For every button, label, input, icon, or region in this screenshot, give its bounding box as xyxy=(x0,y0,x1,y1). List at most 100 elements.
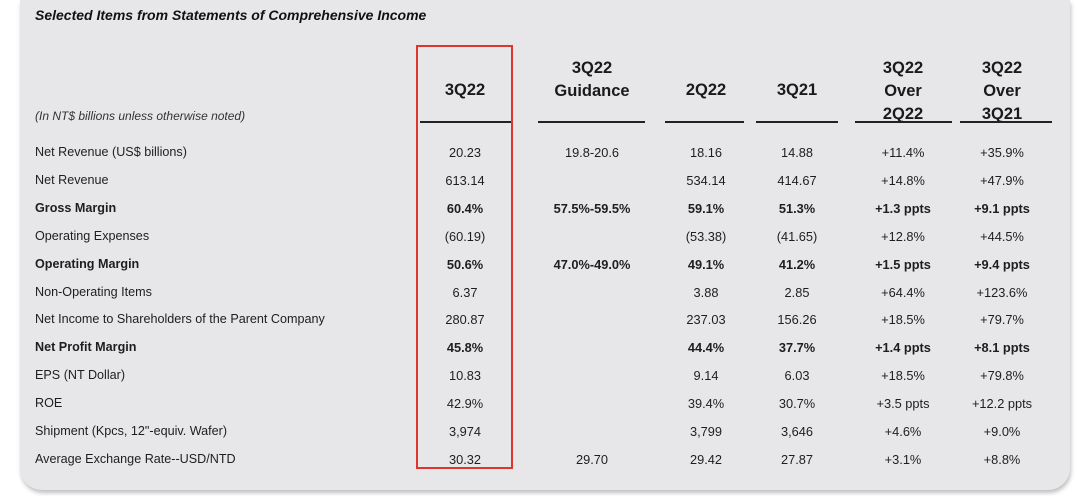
table-cell: 414.67 xyxy=(777,172,817,188)
table-cell: +1.5 ppts xyxy=(875,256,931,272)
table-cell: +3.1% xyxy=(884,451,922,467)
column-header-underline xyxy=(960,121,1052,123)
table-row: Shipment (Kpcs, 12"-equiv. Wafer) 3,974 3,… xyxy=(0,420,1080,446)
table-cell: 280.87 xyxy=(445,312,485,328)
table-cell: +18.5% xyxy=(881,368,925,384)
table-row: Net Income to Shareholders of the Parent… xyxy=(0,308,1080,334)
table-cell: 27.87 xyxy=(780,451,814,467)
table-cell: +47.9% xyxy=(980,172,1024,188)
table-cell: +4.6% xyxy=(884,424,922,439)
highlight-box-3q22 xyxy=(416,45,513,469)
column-header-underline xyxy=(538,121,645,123)
table-title: Selected Items from Statements of Compre… xyxy=(35,7,427,23)
table-cell: +12.8% xyxy=(881,228,925,244)
row-label: Operating Margin xyxy=(35,256,140,271)
table-cell: 51.3% xyxy=(778,200,816,216)
table-row: Operating Margin 50.6% 47.0%-49.0% 49.1% 41.… xyxy=(0,253,1080,279)
table-cell: 29.70 xyxy=(575,451,609,467)
table-cell: 30.32 xyxy=(448,451,482,467)
table-cell: 44.4% xyxy=(687,340,725,356)
row-label: Net Income to Shareholders of the Parent… xyxy=(35,312,325,327)
table-cell: 613.14 xyxy=(445,172,485,188)
table-row: Operating Expenses (60.19) (53.38) (41.65) +… xyxy=(0,225,1080,251)
table-cell: 6.37 xyxy=(452,284,478,300)
table-cell: 60.4% xyxy=(446,200,484,216)
table-cell: 534.14 xyxy=(686,172,726,188)
column-header-underline xyxy=(665,121,744,123)
column-header-2-line2: Guidance xyxy=(554,82,630,100)
table-cell: (53.38) xyxy=(685,228,727,244)
table-cell: +79.8% xyxy=(980,368,1024,384)
table-row: ROE 42.9% 39.4% 30.7% +3.5 ppts +12.2 ppts xyxy=(0,392,1080,418)
table-cell: (60.19) xyxy=(444,228,486,244)
column-header-underline xyxy=(420,121,511,123)
column-header-2-line1: 3Q22 xyxy=(571,59,613,77)
table-cell: 45.8% xyxy=(446,340,484,356)
table-row: Net Revenue 613.14 534.14 414.67 +14.8% +47.9… xyxy=(0,169,1080,195)
table-row: Net Revenue (US$ billions) 20.23 19.8-20.6… xyxy=(0,141,1080,167)
row-label: Net Revenue (US$ billions) xyxy=(35,145,187,159)
table-cell: +18.5% xyxy=(881,312,925,328)
table-cell: 49.1% xyxy=(687,256,725,272)
table-cell: 9.14 xyxy=(693,368,719,384)
table-cell: +11.4% xyxy=(881,145,925,160)
table-cell: 19.8-20.6 xyxy=(564,145,620,160)
table-cell: 156.26 xyxy=(777,312,817,328)
table-cell: 59.1% xyxy=(687,200,725,216)
table-cell: 237.03 xyxy=(686,312,726,328)
row-label: EPS (NT Dollar) xyxy=(35,368,126,383)
table-cell: 18.16 xyxy=(689,145,723,160)
column-header-underline xyxy=(756,121,838,123)
table-row: Net Profit Margin 45.8% 44.4% 37.7% +1.4 ppt… xyxy=(0,336,1080,362)
table-cell: +9.0% xyxy=(983,424,1021,439)
row-label: Net Revenue xyxy=(35,172,109,187)
table-cell: +8.1 ppts xyxy=(974,340,1030,356)
table-cell: 29.42 xyxy=(689,451,723,467)
row-label: Net Profit Margin xyxy=(35,340,137,355)
table-cell: 30.7% xyxy=(778,396,816,412)
row-label: ROE xyxy=(35,396,63,411)
table-cell: +1.4 ppts xyxy=(875,340,931,356)
row-label: Non-Operating Items xyxy=(35,284,152,299)
table-cell: 2.85 xyxy=(784,284,810,300)
table-cell: 41.2% xyxy=(778,256,816,272)
table-cell: +79.7% xyxy=(980,312,1024,328)
table-cell: 57.5%-59.5% xyxy=(553,200,631,216)
column-header-5-line3: 2Q22 xyxy=(882,105,924,123)
table-cell: 3.88 xyxy=(693,284,719,300)
row-label: Shipment (Kpcs, 12"-equiv. Wafer) xyxy=(35,424,228,438)
table-cell: 10.83 xyxy=(448,368,482,384)
table-cell: 39.4% xyxy=(687,396,725,412)
table-cell: (41.65) xyxy=(776,228,818,244)
table-cell: 20.23 xyxy=(448,145,482,160)
column-header-6-line3: 3Q21 xyxy=(981,105,1023,123)
table-cell: +1.3 ppts xyxy=(875,200,931,216)
column-header-1-line2: 3Q22 xyxy=(444,81,486,99)
unit-note: (In NT$ billions unless otherwise noted) xyxy=(35,109,246,123)
table-cell: 6.03 xyxy=(784,368,810,384)
table-cell: +9.1 ppts xyxy=(974,200,1030,216)
column-header-4-line2: 3Q21 xyxy=(776,81,818,99)
table-row: Average Exchange Rate--USD/NTD 30.32 29.70… xyxy=(0,448,1080,474)
table-cell: +44.5% xyxy=(980,228,1024,244)
table-cell: 47.0%-49.0% xyxy=(553,256,631,272)
row-label: Operating Expenses xyxy=(35,228,150,243)
table-cell: +35.9% xyxy=(980,145,1024,160)
table-cell: +64.4% xyxy=(881,284,925,300)
table-cell: +3.5 ppts xyxy=(876,396,930,412)
table-cell: +123.6% xyxy=(976,284,1028,300)
column-header-5-line2: Over xyxy=(884,82,922,100)
row-label: Gross Margin xyxy=(35,200,117,215)
table-cell: +12.2 ppts xyxy=(971,396,1033,412)
column-header-5-line1: 3Q22 xyxy=(882,59,924,77)
table-row: Non-Operating Items 6.37 3.88 2.85 +64.4% +12… xyxy=(0,281,1080,307)
row-label: Average Exchange Rate--USD/NTD xyxy=(35,451,236,466)
table-cell: +9.4 ppts xyxy=(974,256,1030,272)
column-header-3-line2: 2Q22 xyxy=(685,81,727,99)
table-cell: 3,646 xyxy=(780,424,814,439)
table-row: EPS (NT Dollar) 10.83 9.14 6.03 +18.5% +79.8% xyxy=(0,364,1080,390)
table-cell: 50.6% xyxy=(446,256,484,272)
table-panel xyxy=(20,0,1070,490)
table-cell: +8.8% xyxy=(983,451,1021,467)
column-header-underline xyxy=(855,121,952,123)
